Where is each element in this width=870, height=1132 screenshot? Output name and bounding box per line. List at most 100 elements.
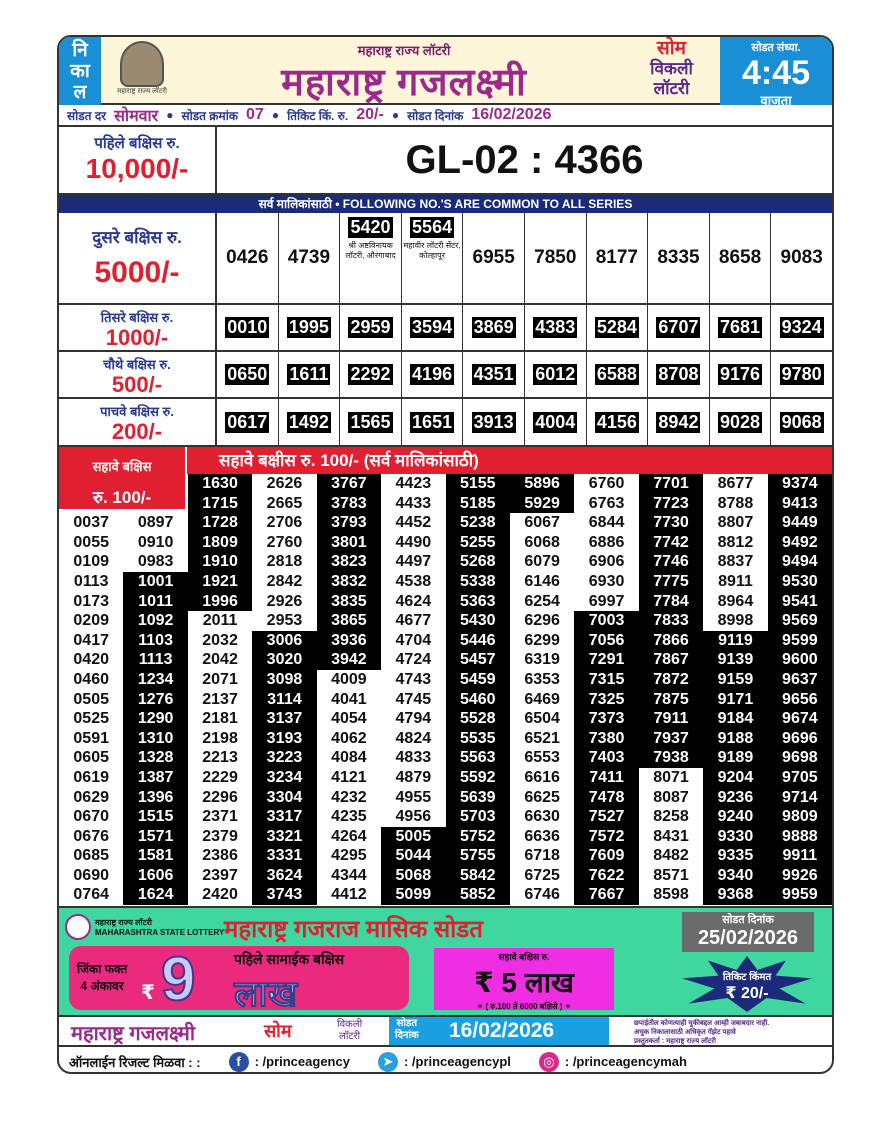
sixth-prize-number: 2042 [187,650,253,670]
sixth-prize-number: 4062 [316,728,382,749]
sixth-prize-number: 6296 [509,611,575,631]
sixth-prize-number: 8812 [703,532,768,553]
info-bar: सोडत दर सोमवार ● सोडत क्रमांक 07 ● तिकिट किं… [59,105,832,127]
sixth-prize-number: 7872 [638,669,704,690]
footer-weekly: विकली लॉटरी [337,1019,362,1043]
sixth-prize-number: 0505 [59,689,124,710]
sixth-prize-number: 4879 [381,767,446,788]
sixth-prize-number: 6067 [509,513,575,533]
instagram-link[interactable]: ◎: /princeagencymah [538,1051,687,1072]
sixth-prize-number: 2011 [187,611,253,631]
prize-amount: 1000/- [105,325,169,350]
sixth-prize-number: 0525 [59,709,124,729]
prize-cell: 3594 [402,305,464,350]
sixth-prize-number: 9139 [703,650,768,670]
sixth-prize-number: 1728 [187,513,253,533]
sixth-prize-number: 5457 [445,650,510,670]
state-lottery-logo: महाराष्ट्र राज्य लॉटरी [107,41,177,101]
prize-number: 9083 [780,247,823,268]
telegram-link[interactable]: ➤: /princeagencypl [377,1051,511,1072]
prize-cell: 4196 [402,352,464,397]
sixth-prize-number: 5255 [445,532,510,553]
footer-title: महाराष्ट्र गजलक्ष्मी [71,1023,196,1045]
sixth-prize-number: 6254 [509,591,575,612]
sixth-prize-number: 2760 [252,532,317,553]
sixth-prize-number: 9698 [767,748,832,768]
grid-column: 3767 3783 3793 3801 3823 3832 3835 3865 3936 3942… [316,474,382,906]
logo-caption: महाराष्ट्र राज्य लॉटरी [117,88,167,95]
sixth-prize-number: 9374 [767,474,832,494]
sixth-prize-number: 4235 [316,807,382,827]
prize-cell: 0426 [217,213,279,303]
prize-cell: 8658 [710,213,772,303]
prize-cell: 1492 [279,399,341,445]
weekly-text: विकली [650,59,693,78]
sixth-prize-number: 6906 [574,552,639,572]
sixth-prize-number: 9656 [767,689,832,710]
sixth-prize-number: 1092 [123,611,188,631]
sixth-prize-number: 9335 [703,846,768,866]
sixth-prize-number: 2397 [187,865,253,886]
sixth-prize-number: 0983 [123,552,188,572]
sixth-prize-number: 2626 [252,474,317,494]
sixth-prize-number: 1571 [123,826,188,847]
sixth-prize-number: 5852 [445,885,510,906]
sixth-prize-number: 9569 [767,611,832,631]
sixth-prize-number: 9959 [767,885,832,906]
prize-number: 9324 [779,317,824,338]
sixth-prize-grid: 0037 0055 0109 0113 0173 0209 0417 0420 0460 0505… [59,474,832,906]
sixth-label: सहावे बक्षिस रु. [498,952,550,962]
sixth-prize-number: 6299 [509,630,575,651]
sixth-prize-number: 3223 [252,748,317,768]
sixth-prize-number: 0417 [59,630,124,651]
sixth-prize-number: 4009 [316,669,382,690]
first-prize-number: GL-02 : 4366 [405,138,644,182]
agent-name: महावीर लॉटरी सेंटर, कोल्हापूर [403,241,461,260]
next-draw-label: सोडत दिनांक [722,914,774,926]
sixth-prize-number: 2198 [187,728,253,749]
prize-number: 9028 [718,411,763,433]
prize-cell: 1565 [340,399,402,445]
sixth-prize-number: 1001 [123,571,188,592]
sixth-prize-number: 0173 [59,591,124,612]
sixth-prize-number: 8788 [703,493,768,514]
facebook-link[interactable]: f: /princeagency [228,1051,350,1072]
sixth-prize-number: 2229 [187,767,253,788]
prize-number: 4196 [410,364,455,385]
sixth-prize-number: 6844 [574,513,639,533]
sixth-prize-number: 4490 [381,532,446,553]
prize-amount: 500/- [111,372,163,397]
sixth-prize-number: 7701 [638,474,704,494]
sixth-prize-number: 6630 [509,807,575,827]
sixth-prize-number: 5842 [445,865,510,886]
prize-number: 9176 [718,364,763,385]
sixth-prize-number: 8964 [703,591,768,612]
prize-cell: 9068 [771,399,832,445]
badge-char: का [70,61,90,82]
sixth-prize-number: 9340 [703,865,768,886]
prize-number: 0426 [226,247,269,268]
logo-text-en: MAHARASHTRA STATE LOTTERY [95,928,225,937]
telegram-handle: : /princeagencypl [403,1054,511,1069]
rupee-icon: ₹ [141,982,155,1004]
prize-amount: 10,000/- [85,153,189,184]
sixth-prize-number: 1387 [123,767,188,788]
prize-number: 4004 [533,411,578,433]
prize-cell: 6588 [587,352,649,397]
prize-cell: 5564 महावीर लॉटरी सेंटर, कोल्हापूर [402,213,464,303]
nine-lakh-box: जिंका फक्त 4 अंकावर ₹ 9 पहिले सामाईक बक्ष… [69,944,409,1015]
sixth-prize-number: 1396 [123,787,188,808]
sixth-prize-number: 6616 [509,767,575,788]
sixth-prize-number: 9188 [703,728,768,749]
sixth-prize-number: 1103 [123,630,188,651]
sixth-prize-number: 3865 [316,611,382,631]
ticket-price: 20/- [356,106,384,123]
sixth-prize-number: 7867 [638,650,704,670]
sixth-prize-number: 4412 [316,885,382,906]
sixth-prize-number: 9184 [703,709,768,729]
fourth-prize: चौथे बक्षिस रु. 500/- 0650 1611 2292 4196 435… [59,352,832,399]
prize-cell: 8708 [648,352,710,397]
sixth-prize-number: 3783 [316,493,382,514]
prize-number: 0010 [225,317,270,338]
sixth-prize-number: 1113 [123,650,188,670]
